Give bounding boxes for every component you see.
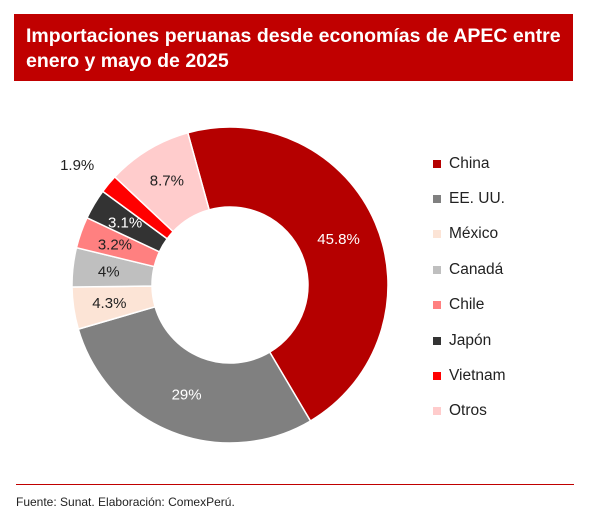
legend-label: Canadá	[449, 260, 504, 278]
legend-item-mexico: México	[433, 217, 583, 252]
legend-item-canada: Canadá	[433, 252, 583, 287]
data-label-ee-uu: 29%	[172, 387, 202, 404]
data-label-chile: 3.2%	[98, 236, 132, 253]
legend-label: Vietnam	[449, 367, 506, 385]
title-bar: Importaciones peruanas desde economías d…	[14, 14, 573, 81]
data-label-mexico: 4.3%	[92, 295, 126, 312]
legend-swatch	[433, 336, 441, 345]
slice-ee-uu	[77, 305, 312, 444]
legend-swatch	[433, 372, 441, 381]
legend-label: Otros	[449, 402, 487, 420]
legend-label: China	[449, 154, 490, 172]
data-label-japon: 3.1%	[108, 215, 142, 232]
chart-title: Importaciones peruanas desde economías d…	[26, 25, 561, 72]
legend-label: México	[449, 225, 499, 243]
slice-otros	[113, 131, 211, 233]
data-label-canada: 4%	[98, 263, 120, 280]
legend-item-chile: Chile	[433, 288, 583, 323]
legend-item-ee-uu: EE. UU.	[433, 181, 583, 216]
legend-label: Chile	[449, 296, 485, 314]
legend-item-china: China	[433, 146, 583, 181]
legend-swatch	[433, 195, 441, 204]
chart-legend: China EE. UU. México Canadá Chile Japón Vietna…	[433, 146, 583, 429]
legend-item-vietnam: Vietnam	[433, 358, 583, 393]
legend-swatch	[433, 159, 441, 168]
legend-label: Japón	[449, 331, 492, 349]
legend-swatch	[433, 407, 441, 416]
footer-rule	[16, 484, 574, 485]
legend-label: EE. UU.	[449, 190, 505, 208]
data-label-vietnam: 1.9%	[60, 157, 94, 174]
source-note: Fuente: Sunat. Elaboración: ComexPerú.	[16, 495, 235, 509]
slice-china	[186, 126, 389, 422]
legend-swatch	[433, 301, 441, 310]
legend-item-otros: Otros	[433, 394, 583, 429]
data-label-otros: 8.7%	[150, 173, 184, 190]
legend-swatch	[433, 230, 441, 239]
legend-item-japon: Japón	[433, 323, 583, 358]
data-label-china: 45.8%	[317, 231, 360, 248]
legend-swatch	[433, 265, 441, 274]
